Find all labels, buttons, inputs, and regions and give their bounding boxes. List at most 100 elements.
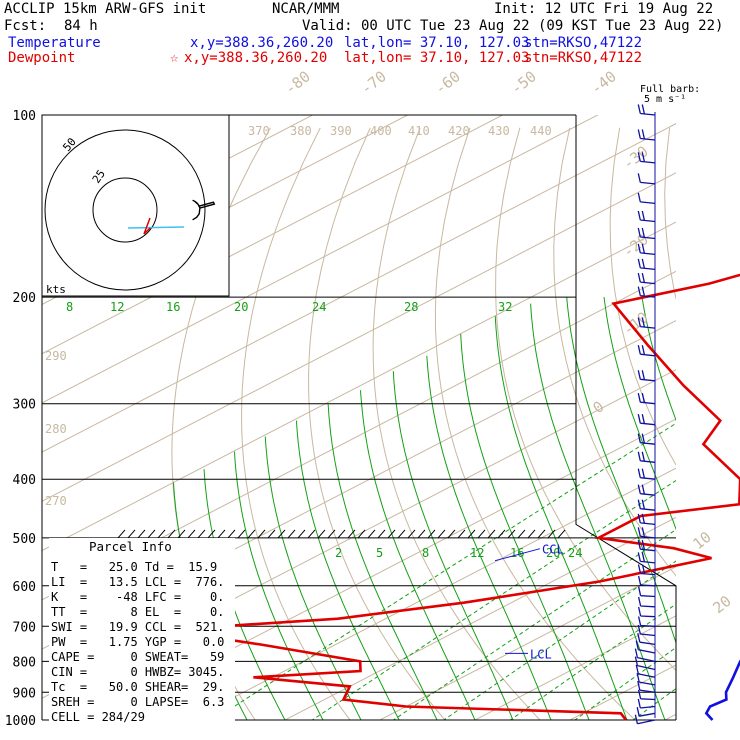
moist-adiabat-line: [264, 436, 362, 720]
hatch-mark: [277, 529, 286, 539]
parcel-row: T = 25.0 Td = 15.9: [51, 560, 218, 574]
hatch-mark: [357, 529, 366, 539]
mixing-ratio-label: 20: [234, 300, 248, 314]
mixing-ratio-label: 12: [470, 546, 484, 560]
hatch-mark: [417, 529, 426, 539]
moist-adiabat-line: [203, 469, 286, 720]
wind-barb: [637, 192, 656, 205]
isotherm-line: [378, 566, 676, 720]
wind-barb: [637, 527, 656, 539]
hatch-mark: [187, 529, 196, 539]
wind-barb: [637, 468, 656, 480]
hatch-mark: [377, 529, 386, 539]
hatch-mark: [237, 529, 246, 539]
wind-barb: [637, 152, 656, 164]
isotherm-line: [93, 418, 676, 720]
hodograph-frame: [41, 114, 230, 297]
moist-adiabat-line: [234, 451, 324, 720]
hatch-mark: [197, 529, 206, 539]
hatch-mark: [227, 529, 236, 539]
wind-barb: [637, 484, 656, 496]
wind-barb: [636, 672, 656, 686]
mixing-ratio-label: 28: [404, 300, 418, 314]
pressure-tick-label: 800: [13, 655, 36, 670]
wind-barb: [634, 714, 656, 725]
barb-legend-speed: 5 m s⁻¹: [644, 94, 687, 105]
hatch-mark: [267, 529, 276, 539]
hatch-mark: [487, 529, 496, 539]
hatch-mark: [127, 529, 136, 539]
wind-barb: [637, 243, 656, 256]
moist-adiabat-line: [530, 303, 666, 720]
wind-barb: [637, 680, 656, 693]
mixing-ratio-label: 5: [376, 546, 383, 560]
moist-adiabat-line: [296, 420, 400, 720]
parcel-row: SREH = 0 LAPSE= 6.3: [51, 695, 225, 709]
wind-barb: [637, 286, 656, 298]
pressure-tick-label: 400: [13, 473, 36, 488]
temperature-latlon: lat,lon= 37.10, 127.03: [344, 35, 530, 51]
dewpoint-xy: x,y=388.36,260.20: [184, 50, 328, 66]
hatch-mark: [207, 529, 216, 539]
wind-barb: [637, 689, 656, 701]
hatch-mark: [347, 529, 356, 539]
init-time: Init: 12 UTC Fri 19 Aug 22: [494, 1, 714, 17]
parcel-row: CAPE = 0 SWEAT= 59: [51, 650, 225, 664]
mixing-ratio-line: [573, 646, 676, 720]
hatch-mark: [397, 529, 406, 539]
wind-barb: [637, 540, 656, 552]
isotherm-line: [42, 221, 676, 552]
hatch-mark: [427, 529, 436, 539]
wind-barb: [637, 173, 656, 185]
hatch-mark: [447, 529, 456, 539]
forecast-hours: 84 h: [64, 18, 98, 34]
parcel-info-box: Parcel Info T = 25.0 Td = 15.9 LI = 13.5…: [49, 538, 235, 730]
temperature-xy: x,y=388.36,260.20: [190, 35, 334, 51]
wind-barb: [637, 586, 656, 598]
sounding-profiles: CCL LCL: [164, 273, 740, 721]
lcl-label: LCL: [530, 647, 552, 661]
hatch-mark: [217, 529, 226, 539]
dewpoint-star-icon: ☆: [170, 50, 179, 66]
hodograph-ring-label: 25: [90, 167, 108, 185]
hatch-mark: [557, 529, 566, 539]
hatch-mark: [527, 529, 536, 539]
wind-barb: [634, 648, 656, 663]
mixing-ratio-label: 12: [110, 300, 124, 314]
parcel-row: CELL = 284/29: [51, 710, 145, 724]
mixing-ratio-label: 2: [335, 546, 342, 560]
pressure-tick-label: 1000: [5, 714, 36, 729]
parcel-row: SWI = 19.9 CCL = 521.: [51, 620, 225, 634]
theta-label: 420: [448, 124, 470, 138]
moist-adiabat-line: [327, 403, 438, 720]
dry-adiabat-label: 270: [45, 494, 67, 508]
isotherm-line: [188, 467, 676, 720]
ccl-label: CCL: [542, 543, 564, 557]
parcel-row: LI = 13.5 LCL = 776.: [51, 575, 225, 589]
hatch-mark: [407, 529, 416, 539]
pressure-tick-label: 500: [13, 532, 36, 547]
mixing-ratio-line: [632, 687, 676, 720]
hatch-mark: [507, 529, 516, 539]
hodograph-trace: [192, 199, 216, 221]
hatch-mark: [117, 529, 126, 539]
dry-adiabat-line: [434, 127, 636, 720]
wind-barb: [637, 624, 656, 637]
hatch-mark: [137, 529, 146, 539]
parcel-row: Tc = 50.0 SHEAR= 29.: [51, 680, 225, 694]
parcel-info-title: Parcel Info: [89, 539, 172, 554]
wind-barb: [637, 104, 656, 116]
theta-label: 380: [290, 124, 312, 138]
wind-barb: [637, 513, 656, 526]
model-title: ACCLIP 15km ARW-GFS init: [4, 1, 207, 17]
wind-barb: [637, 370, 656, 382]
pressure-tick-label: 300: [13, 398, 36, 413]
hatch-mark: [517, 529, 526, 539]
wind-barb: [637, 596, 656, 608]
parcel-row: CIN = 0 HWBZ= 3045.: [51, 665, 225, 679]
hatch-mark: [177, 529, 186, 539]
wind-barb: [637, 499, 656, 511]
theta-label: 370: [248, 124, 270, 138]
mixing-ratio-label: 8: [66, 300, 73, 314]
parcel-row: TT = 8 EL = 0.: [51, 605, 225, 619]
